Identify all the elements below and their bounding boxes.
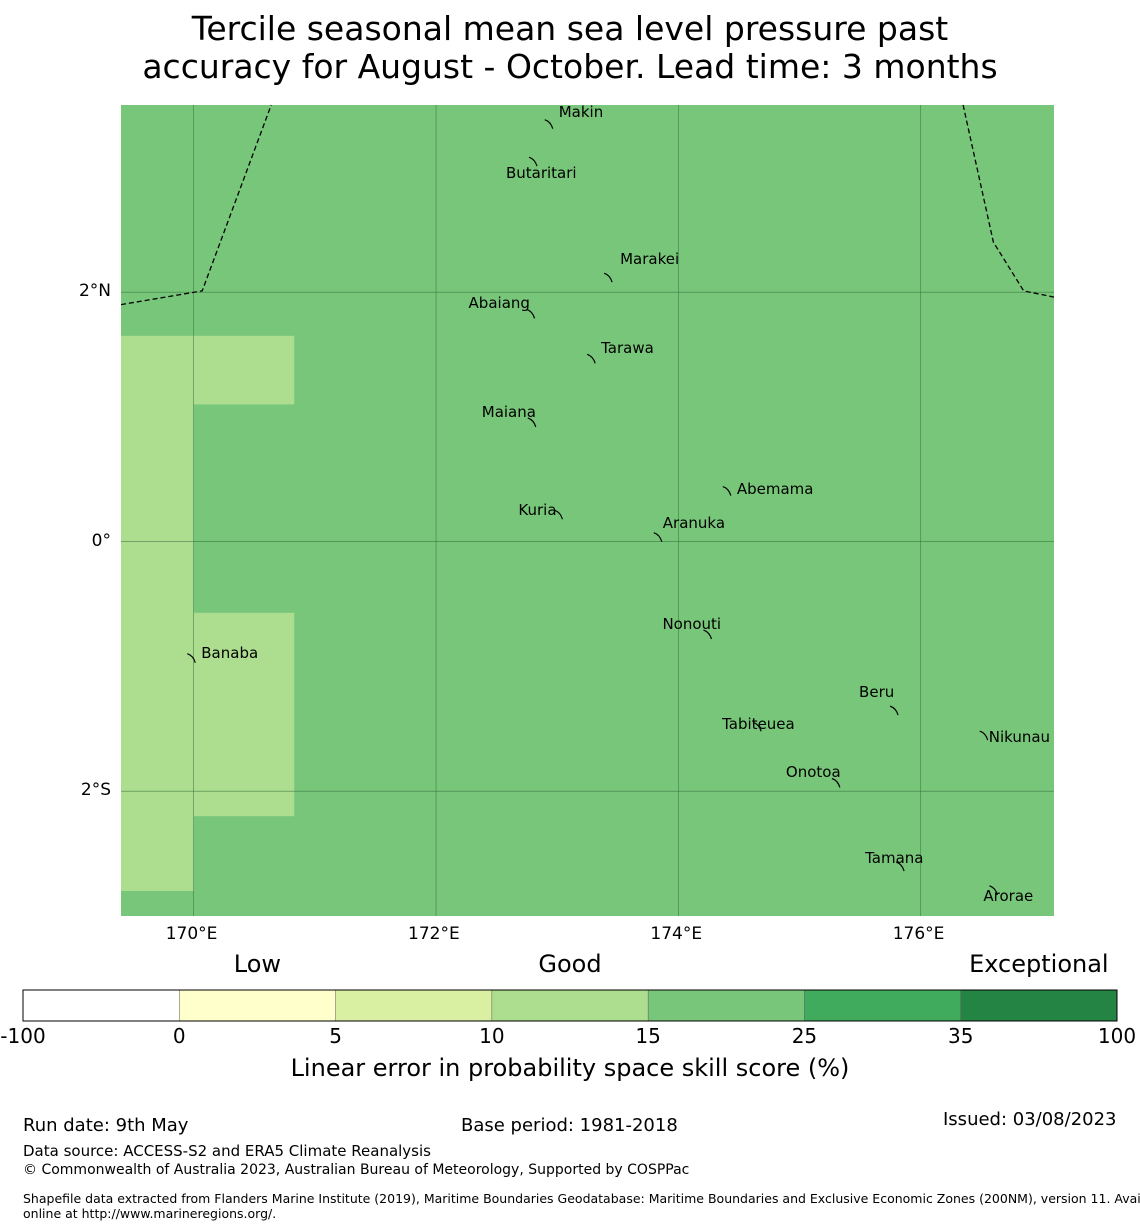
- island-label: Kuria: [518, 501, 557, 520]
- colorbar-tick-label: 25: [791, 1024, 818, 1048]
- island-label: Beru: [859, 683, 895, 702]
- colorbar-swatch: [804, 990, 961, 1021]
- island-label: Aranuka: [662, 513, 726, 532]
- island-label: Tarawa: [601, 339, 654, 358]
- colorbar-tick-label: 10: [479, 1024, 505, 1048]
- island-outline: [703, 629, 713, 640]
- colorbar-swatch: [335, 990, 492, 1021]
- title-line-2: accuracy for August - October. Lead time…: [142, 47, 998, 86]
- island-label: Banaba: [201, 643, 259, 662]
- colorbar-tick-label: 0: [172, 1024, 186, 1048]
- shapefile-credit-line-1: Shapefile data extracted from Flanders M…: [23, 1191, 1140, 1206]
- chart-title: Tercile seasonal mean sea level pressure…: [0, 10, 1140, 86]
- island-label: Onotoa: [785, 763, 841, 782]
- colorbar-swatch: [648, 990, 805, 1021]
- skill-cell: [193, 335, 295, 405]
- x-tick-label: 170°E: [165, 924, 218, 944]
- island-outline: [526, 308, 536, 319]
- colorbar-tick-label: 15: [635, 1024, 661, 1048]
- colorbar-tick-label: 5: [329, 1024, 342, 1048]
- island-outline: [603, 272, 613, 283]
- colorbar-category-good: Good: [538, 950, 602, 978]
- island-outline: [528, 156, 538, 167]
- y-tick-label: 2°N: [78, 281, 111, 302]
- island-outline: [989, 885, 998, 895]
- colorbar-swatch: [179, 990, 336, 1021]
- island-label: Nonouti: [662, 615, 722, 634]
- colorbar-swatch: [960, 990, 1117, 1021]
- skill-cell: [193, 612, 295, 817]
- colorbar-title: Linear error in probability space skill …: [290, 1054, 850, 1082]
- x-tick-label: 176°E: [892, 924, 945, 944]
- island-label: Butaritari: [505, 164, 577, 183]
- skill-cell: [121, 335, 194, 892]
- title-line-1: Tercile seasonal mean sea level pressure…: [191, 9, 949, 48]
- y-tick-label: 0°: [91, 530, 111, 551]
- island-outline: [586, 353, 596, 364]
- shapefile-credit-line-2: online at http://www.marineregions.org/.: [23, 1206, 277, 1221]
- colorbar-tick-label: 35: [947, 1024, 974, 1048]
- colorbar-tick-label: -100: [0, 1024, 46, 1048]
- island-label: Makin: [558, 102, 604, 121]
- island-label: Arorae: [983, 886, 1034, 905]
- island-label: Abaiang: [468, 294, 530, 313]
- island-outline: [722, 485, 732, 496]
- island-outline: [527, 417, 537, 428]
- x-tick-label: 174°E: [650, 924, 703, 944]
- colorbar-category-exceptional: Exceptional: [969, 950, 1109, 978]
- base-period: Base period: 1981-2018: [461, 1115, 678, 1136]
- island-label: Marakei: [620, 250, 680, 269]
- island-outline: [752, 721, 762, 732]
- island-label: Tamana: [865, 849, 924, 868]
- x-tick-label: 172°E: [408, 924, 460, 944]
- island-label: Tabiteuea: [722, 715, 795, 734]
- colorbar-frame: [22, 989, 1118, 1022]
- data-source: Data source: ACCESS-S2 and ERA5 Climate …: [23, 1142, 431, 1160]
- issued-date: Issued: 03/08/2023: [943, 1109, 1117, 1130]
- island-outline: [831, 777, 841, 788]
- island-outline: [544, 119, 554, 129]
- island-outline: [979, 730, 989, 741]
- island-outline: [889, 705, 899, 716]
- island-outline: [653, 532, 663, 542]
- island-label: Nikunau: [988, 728, 1051, 747]
- island-label: Abemama: [736, 479, 814, 498]
- colorbar-tick-label: 100: [1097, 1024, 1137, 1048]
- island-outline: [187, 653, 196, 663]
- eez-boundary: [962, 104, 1055, 298]
- y-tick-label: 2°S: [80, 780, 111, 801]
- eez-boundary: [120, 104, 272, 306]
- colorbar-swatch: [23, 990, 180, 1021]
- run-date: Run date: 9th May: [23, 1115, 189, 1136]
- island-label: Maiana: [481, 402, 536, 421]
- island-outline: [895, 861, 905, 872]
- copyright: © Commonwealth of Australia 2023, Austra…: [23, 1162, 690, 1178]
- island-outline: [554, 509, 563, 520]
- colorbar-swatch: [491, 990, 649, 1021]
- colorbar-category-low: Low: [233, 950, 282, 978]
